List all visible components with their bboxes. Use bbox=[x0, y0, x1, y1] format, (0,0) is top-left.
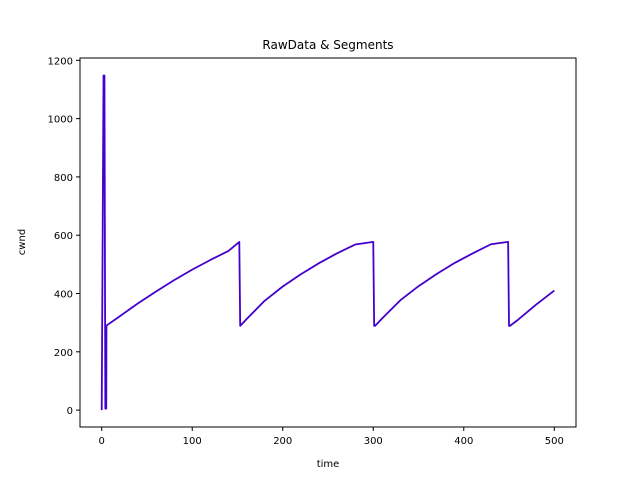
y-tick-label: 1000 bbox=[48, 115, 73, 126]
y-tick-label: 600 bbox=[54, 231, 73, 242]
x-tick-label: 300 bbox=[364, 436, 383, 447]
x-tick-label: 500 bbox=[545, 436, 564, 447]
y-tick-label: 1200 bbox=[48, 56, 73, 67]
plot-frame bbox=[79, 57, 577, 428]
x-axis-label: time bbox=[317, 459, 340, 470]
y-tick-label: 400 bbox=[54, 290, 73, 301]
y-axis-ticks: 0 200 400 600 800 1000 1200 bbox=[48, 56, 80, 417]
x-tick-label: 400 bbox=[454, 436, 473, 447]
y-tick-label: 200 bbox=[54, 348, 73, 359]
chart-title: RawData & Segments bbox=[262, 38, 393, 52]
y-tick-label: 0 bbox=[67, 406, 73, 417]
y-axis-label: cwnd bbox=[17, 229, 28, 255]
x-tick-label: 100 bbox=[183, 436, 202, 447]
x-axis-ticks: 0 100 200 300 400 500 bbox=[99, 427, 564, 447]
series-layer bbox=[100, 74, 555, 411]
x-tick-label: 0 bbox=[99, 436, 105, 447]
x-tick-label: 200 bbox=[273, 436, 292, 447]
series-line bbox=[100, 74, 555, 411]
y-tick-label: 800 bbox=[54, 173, 73, 184]
